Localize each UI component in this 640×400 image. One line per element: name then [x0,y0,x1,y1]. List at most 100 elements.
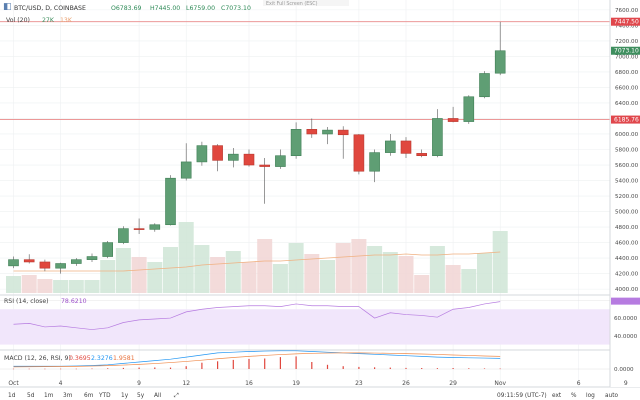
rsi-legend-value: 78.6210 [61,298,87,305]
rsi-badge [611,297,640,305]
range-button-1y[interactable]: 1y [121,393,129,399]
bottom-toolbar: 09:11:59 (UTC-7) ext % log auto 1d 5d 1m 3m… [0,388,640,400]
candle-body[interactable] [494,50,506,74]
candle-body[interactable] [447,118,459,122]
range-button-6m[interactable]: 6m [84,393,94,399]
volume-bar [241,262,257,293]
range-button-1m[interactable]: 1m [44,393,54,399]
toggle-percent[interactable]: % [571,393,577,399]
volume-legend-name[interactable]: Vol (20) [6,17,30,24]
candle-body[interactable] [479,73,490,98]
macd-hist-bar [248,358,250,369]
candle-body[interactable] [337,129,349,136]
macd-legend-name[interactable]: MACD (12, 26, RSI, 9) [4,355,71,362]
volume-bar [429,246,445,293]
time-tick-label: 26 [402,380,410,387]
candle-body[interactable] [180,161,192,179]
volume-bar [288,243,304,293]
candle-body[interactable] [353,134,365,172]
macd-hist-bar [122,367,124,369]
candle-body[interactable] [196,145,208,163]
macd-hist-bar [201,362,203,369]
range-button-ytd[interactable]: YTD [98,393,111,399]
time-tick-label: 6 [577,380,581,387]
price-tick-label: 5000.00 [615,210,639,216]
candle-body[interactable] [259,164,271,167]
candle-body[interactable] [228,153,239,161]
candle-body[interactable] [71,259,82,264]
macd-hist-bar [138,367,140,369]
rsi-legend-name[interactable]: RSI (14, close) [4,298,49,305]
candle-body[interactable] [23,259,35,263]
candle-body[interactable] [102,242,113,257]
volume-bar [147,262,163,293]
candle-body[interactable] [432,118,443,157]
candle-body[interactable] [322,129,333,135]
menu-icon[interactable]: ◧ [3,2,12,12]
rsi-series [13,301,501,330]
candle-body[interactable] [39,261,51,269]
price-tick-label: 7600.00 [615,8,639,14]
macd-hist-bar [421,368,423,369]
macd-hist-bar [107,368,109,369]
toggle-auto[interactable]: auto [605,393,618,399]
macd-hist-bar [169,367,172,369]
price-alert-lines [0,21,610,120]
candle-body[interactable] [384,140,396,153]
candle-body[interactable] [369,152,380,172]
macd-hist-bar [12,368,15,370]
clock-label: 09:11:59 (UTC-7) [497,393,547,399]
candle-body[interactable] [86,256,98,260]
volume-bar [37,279,53,293]
range-button-5y[interactable]: 5y [137,393,145,399]
macd-hist-bar [405,367,407,369]
macd-hist-bar [436,368,438,369]
candle-body[interactable] [55,263,66,269]
price-tick-label: 4400.00 [615,256,639,262]
macd-hist-bar [326,364,329,369]
price-tick-label: 5400.00 [615,179,639,185]
macd-hist-bar [28,368,30,370]
symbol-title[interactable]: BTC/USD, D, COINBASE [14,5,86,12]
goto-date-icon[interactable]: ⤢ [174,393,179,399]
chart-header: ◧ BTC/USD, D, COINBASE O6783.69 H7445.00… [3,0,349,362]
range-button-3m[interactable]: 3m [63,393,73,399]
toggle-log[interactable]: log [586,393,595,399]
volume-bar [21,275,37,293]
candle-body[interactable] [400,140,412,154]
candle-body[interactable] [306,129,318,135]
candle-body[interactable] [8,259,19,267]
time-axis[interactable]: Oct 4 9 12 16 19 23 26 29 Nov 6 9 [8,380,628,387]
price-axis[interactable] [610,0,640,387]
volume-bar [492,231,508,293]
macd-tick-label: 0.0000 [614,367,634,373]
toggle-ext[interactable]: ext [552,393,562,399]
macd-signal-value: 1.9581 [113,355,135,362]
high-value: H7445.00 [150,5,180,12]
range-button-1d[interactable]: 1d [8,393,16,399]
macd-hist-bar [232,359,234,369]
candle-body[interactable] [212,145,223,161]
price-badge [611,46,640,55]
candle-body[interactable] [133,228,145,230]
range-button-5d[interactable]: 5d [27,393,35,399]
exit-fullscreen-button[interactable] [263,0,349,6]
volume-bar [304,254,320,293]
time-tick-label: Nov [494,380,506,387]
candle-body[interactable] [463,96,475,122]
price-tick-label: 4200.00 [615,272,639,278]
candle-body[interactable] [416,153,428,157]
low-value: L6759.00 [186,5,215,12]
candle-body[interactable] [118,228,129,243]
candle-body[interactable] [243,153,255,166]
macd-series [0,350,610,370]
range-button-all[interactable]: All [154,393,162,399]
volume-bar [100,260,116,293]
time-tick-label: 9 [624,380,628,387]
candle-body[interactable] [165,177,176,226]
candle-body[interactable] [290,129,302,157]
candle-body[interactable] [275,155,286,167]
rsi-line [13,301,501,330]
candle-body[interactable] [149,224,161,230]
